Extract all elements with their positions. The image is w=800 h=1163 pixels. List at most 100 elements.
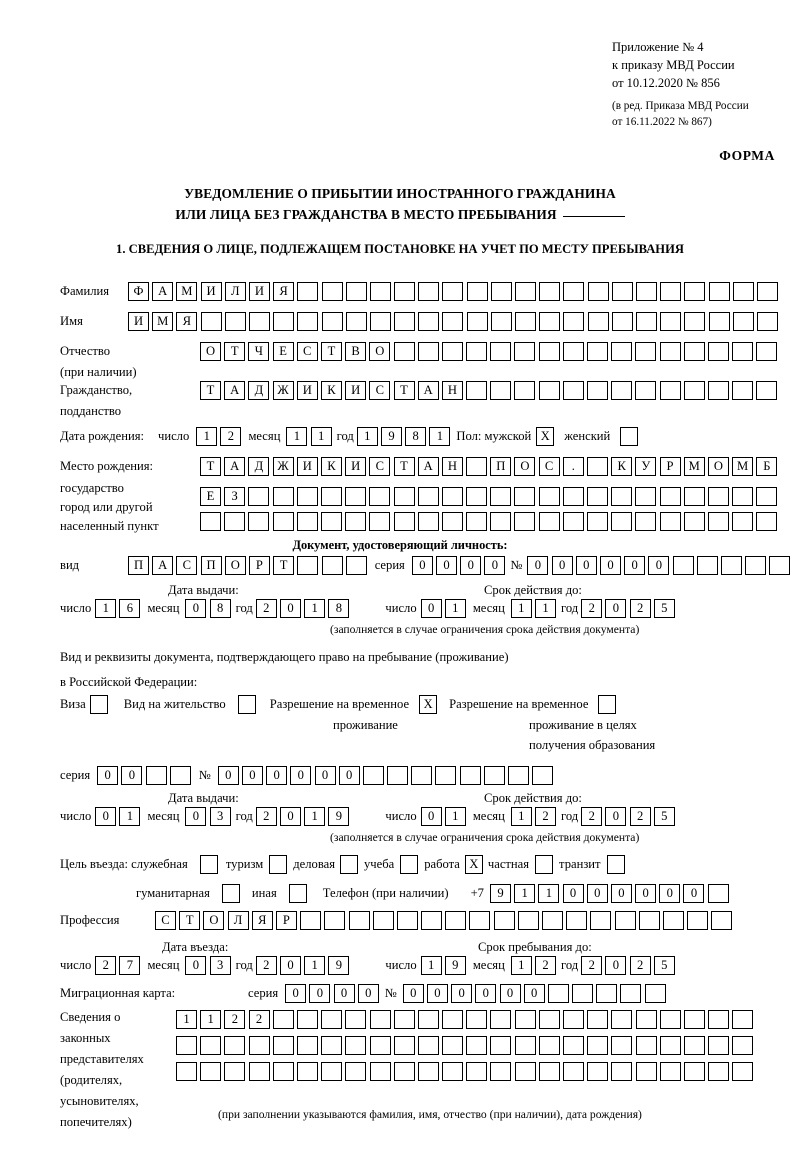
birthplace-input-2-cell[interactable] <box>296 487 318 506</box>
doc-issue-month-input-cell[interactable]: 8 <box>209 599 231 618</box>
doc-valid-month-input-cell[interactable]: 1 <box>510 599 532 618</box>
birthplace-input-1-cell[interactable]: Ж <box>272 457 294 476</box>
citizenship-input-cell[interactable] <box>659 381 681 400</box>
representatives-input-3-cell[interactable] <box>393 1062 415 1081</box>
representatives-input-2-cell[interactable] <box>490 1036 512 1055</box>
representatives-input-3-cell[interactable] <box>345 1062 367 1081</box>
surname-input-cell[interactable] <box>466 282 488 301</box>
document-kind-input-cell[interactable]: А <box>152 556 174 575</box>
representatives-input-2-cell[interactable] <box>708 1036 730 1055</box>
representatives-input-2[interactable] <box>176 1036 754 1055</box>
permit-number-input-cell[interactable] <box>532 766 554 785</box>
profession-input-cell[interactable]: С <box>155 911 176 930</box>
birthplace-input-1-cell[interactable]: Р <box>659 457 681 476</box>
surname-input-cell[interactable] <box>297 282 319 301</box>
citizenship-input-cell[interactable]: Д <box>248 381 270 400</box>
phone-input-cell[interactable]: 1 <box>514 884 536 903</box>
permit-issue-month-input-cell[interactable]: 0 <box>185 807 207 826</box>
birthplace-input-3-cell[interactable] <box>538 512 560 531</box>
permit-number-input-cell[interactable] <box>459 766 481 785</box>
birth-year-input-cell[interactable]: 1 <box>429 427 451 446</box>
doc-valid-year-input-cell[interactable]: 0 <box>605 599 627 618</box>
birthplace-input-1-cell[interactable]: . <box>562 457 584 476</box>
patronymic-input-cell[interactable] <box>756 342 778 361</box>
firstname-input-cell[interactable] <box>394 312 416 331</box>
doc-valid-day-input-cell[interactable]: 1 <box>444 599 466 618</box>
surname-input-cell[interactable] <box>515 282 536 301</box>
profession-input-cell[interactable]: Р <box>275 911 297 930</box>
patronymic-input-cell[interactable] <box>538 342 560 361</box>
firstname-input-cell[interactable]: И <box>128 312 149 331</box>
permit-issue-year-input-cell[interactable]: 0 <box>280 807 302 826</box>
surname-input-cell[interactable]: И <box>248 282 270 301</box>
citizenship-input-cell[interactable]: К <box>320 381 342 400</box>
temporary-residence-education-checkbox[interactable] <box>598 695 617 714</box>
phone-input-cell[interactable]: 0 <box>659 884 681 903</box>
surname-input-cell[interactable]: Ф <box>128 282 149 301</box>
permit-number-input-cell[interactable] <box>435 766 457 785</box>
card-number-input-cell[interactable]: 0 <box>523 984 545 1003</box>
phone-input-cell[interactable]: 1 <box>538 884 560 903</box>
firstname-input-cell[interactable] <box>708 312 730 331</box>
profession-input-cell[interactable] <box>614 911 636 930</box>
birthplace-input-3-cell[interactable] <box>514 512 536 531</box>
citizenship-input-cell[interactable] <box>707 381 729 400</box>
surname-input-cell[interactable] <box>539 282 561 301</box>
permit-valid-year-input-cell[interactable]: 0 <box>605 807 627 826</box>
doc-issue-year-input-cell[interactable]: 8 <box>328 599 350 618</box>
patronymic-input-cell[interactable]: В <box>345 342 367 361</box>
profession-input-cell[interactable] <box>324 911 346 930</box>
stay-day-input-cell[interactable]: 1 <box>420 956 442 975</box>
surname-input-cell[interactable] <box>611 282 633 301</box>
profession-input-cell[interactable] <box>445 911 467 930</box>
surname-input-cell[interactable] <box>394 282 416 301</box>
purpose-business-checkbox[interactable] <box>340 855 358 874</box>
phone-input-cell[interactable] <box>707 884 729 903</box>
profession-input-cell[interactable] <box>711 911 733 930</box>
birthplace-input-1-cell[interactable]: К <box>320 457 342 476</box>
birthplace-input-3-cell[interactable] <box>635 512 657 531</box>
birthplace-input-2-cell[interactable] <box>732 487 754 506</box>
purpose-humanitarian-checkbox[interactable] <box>221 884 240 903</box>
patronymic-input-cell[interactable]: С <box>296 342 318 361</box>
firstname-input-cell[interactable] <box>369 312 391 331</box>
citizenship-input-cell[interactable] <box>756 381 778 400</box>
permit-series-input-cell[interactable] <box>145 766 167 785</box>
purpose-other-checkbox[interactable] <box>288 884 307 903</box>
card-number-input-cell[interactable]: 0 <box>499 984 521 1003</box>
birthplace-input-3-cell[interactable] <box>587 512 608 531</box>
birthplace-input-3-cell[interactable] <box>732 512 754 531</box>
birthplace-input-3-cell[interactable] <box>490 512 512 531</box>
surname-input-cell[interactable] <box>442 282 464 301</box>
permit-issue-year-input-cell[interactable]: 2 <box>255 807 277 826</box>
phone-input-cell[interactable]: 0 <box>635 884 657 903</box>
representatives-input-3-cell[interactable] <box>224 1062 246 1081</box>
representatives-input-1-cell[interactable] <box>732 1010 754 1029</box>
firstname-input-cell[interactable] <box>490 312 512 331</box>
representatives-input-1-cell[interactable]: 2 <box>248 1010 270 1029</box>
representatives-input-2-cell[interactable] <box>659 1036 681 1055</box>
card-number-input-cell[interactable] <box>547 984 569 1003</box>
doc-valid-year-input-cell[interactable]: 2 <box>581 599 603 618</box>
representatives-input-2-cell[interactable] <box>417 1036 439 1055</box>
birthplace-input-3-cell[interactable] <box>393 512 415 531</box>
permit-number-input-cell[interactable] <box>362 766 384 785</box>
representatives-input-2-cell[interactable] <box>248 1036 270 1055</box>
representatives-input-1-cell[interactable] <box>296 1010 318 1029</box>
permit-number-input-cell[interactable] <box>387 766 409 785</box>
birthplace-input-3-cell[interactable] <box>756 512 778 531</box>
document-number-input-cell[interactable]: 0 <box>527 556 549 575</box>
residence-permit-checkbox[interactable] <box>237 695 256 714</box>
firstname-input-cell[interactable] <box>273 312 295 331</box>
permit-number-input-cell[interactable]: 0 <box>266 766 288 785</box>
phone-input-cell[interactable]: 0 <box>683 884 705 903</box>
profession-input-cell[interactable] <box>590 911 612 930</box>
